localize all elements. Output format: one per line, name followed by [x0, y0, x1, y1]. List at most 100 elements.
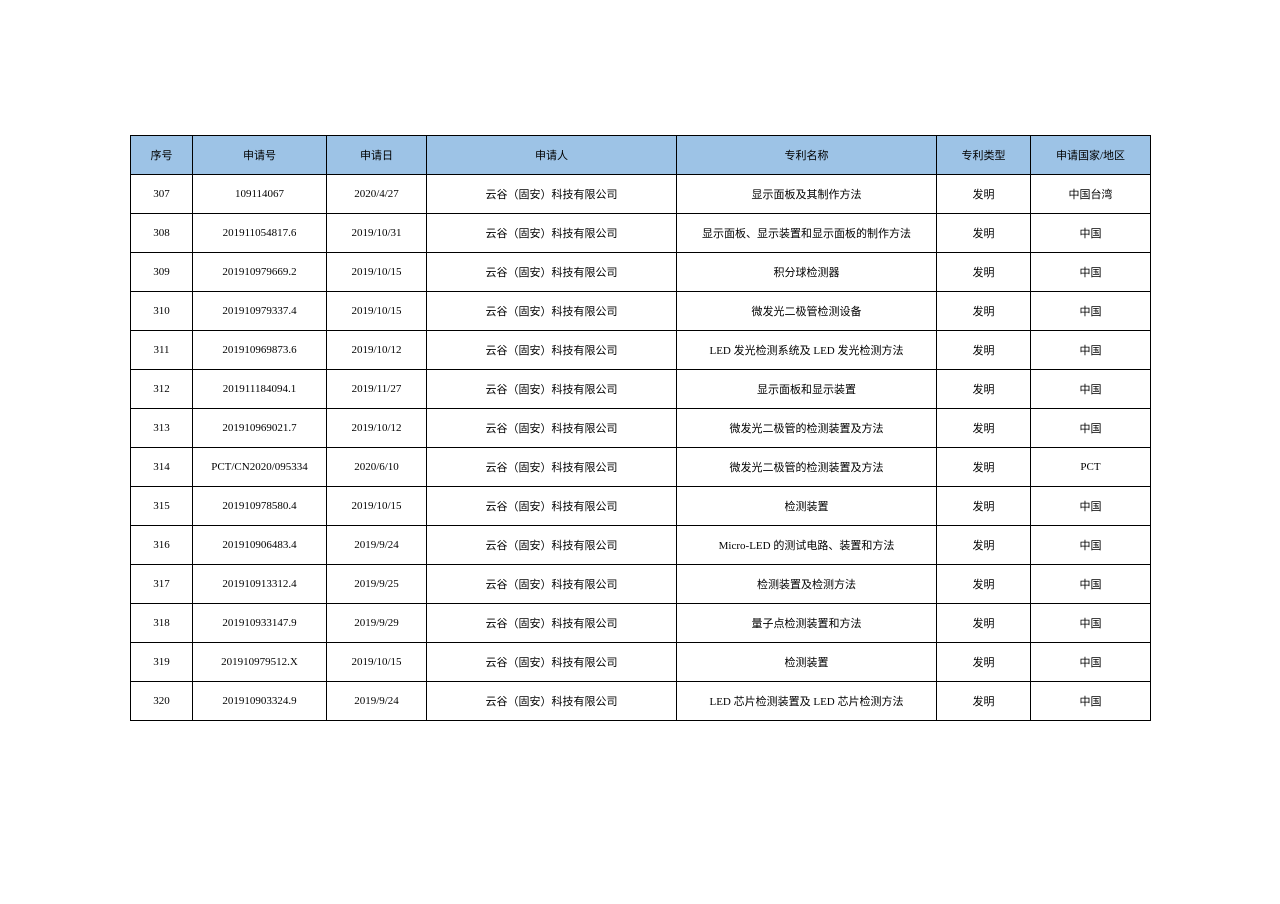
table-cell: 发明: [937, 214, 1031, 253]
table-body: 3071091140672020/4/27云谷（固安）科技有限公司显示面板及其制…: [131, 175, 1151, 721]
table-cell: 201910903324.9: [193, 682, 327, 721]
patent-table-container: 序号 申请号 申请日 申请人 专利名称 专利类型 申请国家/地区 3071091…: [130, 135, 1150, 721]
table-cell: 201910978580.4: [193, 487, 327, 526]
table-cell: 量子点检测装置和方法: [677, 604, 937, 643]
table-row: 311201910969873.62019/10/12云谷（固安）科技有限公司L…: [131, 331, 1151, 370]
table-cell: 311: [131, 331, 193, 370]
table-cell: 307: [131, 175, 193, 214]
table-cell: 中国: [1031, 370, 1151, 409]
table-cell: 显示面板和显示装置: [677, 370, 937, 409]
table-cell: 109114067: [193, 175, 327, 214]
table-cell: 云谷（固安）科技有限公司: [427, 175, 677, 214]
table-cell: 中国: [1031, 214, 1151, 253]
table-cell: 云谷（固安）科技有限公司: [427, 370, 677, 409]
table-row: 317201910913312.42019/9/25云谷（固安）科技有限公司检测…: [131, 565, 1151, 604]
table-cell: 201911184094.1: [193, 370, 327, 409]
table-cell: 201910979337.4: [193, 292, 327, 331]
table-cell: 云谷（固安）科技有限公司: [427, 409, 677, 448]
col-header-title: 专利名称: [677, 136, 937, 175]
table-cell: 发明: [937, 253, 1031, 292]
table-cell: 中国: [1031, 643, 1151, 682]
table-cell: 308: [131, 214, 193, 253]
table-cell: 中国: [1031, 487, 1151, 526]
table-cell: 2019/10/12: [327, 409, 427, 448]
table-cell: 中国: [1031, 682, 1151, 721]
table-cell: LED 芯片检测装置及 LED 芯片检测方法: [677, 682, 937, 721]
table-cell: 2019/9/24: [327, 526, 427, 565]
table-cell: 201910969873.6: [193, 331, 327, 370]
table-cell: 317: [131, 565, 193, 604]
table-cell: 中国: [1031, 526, 1151, 565]
table-cell: 微发光二极管检测设备: [677, 292, 937, 331]
table-cell: 云谷（固安）科技有限公司: [427, 214, 677, 253]
table-row: 320201910903324.92019/9/24云谷（固安）科技有限公司LE…: [131, 682, 1151, 721]
table-cell: 检测装置: [677, 643, 937, 682]
table-cell: 313: [131, 409, 193, 448]
table-cell: 2020/6/10: [327, 448, 427, 487]
table-cell: 云谷（固安）科技有限公司: [427, 253, 677, 292]
table-cell: 309: [131, 253, 193, 292]
table-cell: 2019/9/29: [327, 604, 427, 643]
table-cell: LED 发光检测系统及 LED 发光检测方法: [677, 331, 937, 370]
table-cell: 2019/9/24: [327, 682, 427, 721]
table-cell: 201910906483.4: [193, 526, 327, 565]
table-cell: 发明: [937, 682, 1031, 721]
header-row: 序号 申请号 申请日 申请人 专利名称 专利类型 申请国家/地区: [131, 136, 1151, 175]
table-row: 314PCT/CN2020/0953342020/6/10云谷（固安）科技有限公…: [131, 448, 1151, 487]
table-head: 序号 申请号 申请日 申请人 专利名称 专利类型 申请国家/地区: [131, 136, 1151, 175]
table-cell: 2019/11/27: [327, 370, 427, 409]
col-header-region: 申请国家/地区: [1031, 136, 1151, 175]
table-cell: PCT/CN2020/095334: [193, 448, 327, 487]
table-cell: 201910969021.7: [193, 409, 327, 448]
table-cell: 中国: [1031, 565, 1151, 604]
table-cell: 318: [131, 604, 193, 643]
table-cell: 315: [131, 487, 193, 526]
table-cell: 2019/9/25: [327, 565, 427, 604]
table-cell: 云谷（固安）科技有限公司: [427, 292, 677, 331]
table-cell: 2020/4/27: [327, 175, 427, 214]
table-cell: 320: [131, 682, 193, 721]
table-cell: 检测装置及检测方法: [677, 565, 937, 604]
col-header-appno: 申请号: [193, 136, 327, 175]
table-cell: 发明: [937, 487, 1031, 526]
table-cell: 显示面板、显示装置和显示面板的制作方法: [677, 214, 937, 253]
table-cell: 201910933147.9: [193, 604, 327, 643]
table-cell: 发明: [937, 604, 1031, 643]
table-cell: 中国: [1031, 253, 1151, 292]
table-row: 319201910979512.X2019/10/15云谷（固安）科技有限公司检…: [131, 643, 1151, 682]
table-cell: 发明: [937, 331, 1031, 370]
table-cell: 314: [131, 448, 193, 487]
table-cell: 显示面板及其制作方法: [677, 175, 937, 214]
patent-table: 序号 申请号 申请日 申请人 专利名称 专利类型 申请国家/地区 3071091…: [130, 135, 1151, 721]
col-header-type: 专利类型: [937, 136, 1031, 175]
table-cell: 云谷（固安）科技有限公司: [427, 526, 677, 565]
table-cell: 发明: [937, 526, 1031, 565]
table-cell: 云谷（固安）科技有限公司: [427, 448, 677, 487]
table-cell: 发明: [937, 448, 1031, 487]
table-row: 309201910979669.22019/10/15云谷（固安）科技有限公司积…: [131, 253, 1151, 292]
table-cell: 319: [131, 643, 193, 682]
table-cell: 发明: [937, 565, 1031, 604]
table-cell: 云谷（固安）科技有限公司: [427, 682, 677, 721]
table-cell: 312: [131, 370, 193, 409]
table-cell: 云谷（固安）科技有限公司: [427, 604, 677, 643]
table-row: 3071091140672020/4/27云谷（固安）科技有限公司显示面板及其制…: [131, 175, 1151, 214]
table-cell: 中国台湾: [1031, 175, 1151, 214]
table-cell: 发明: [937, 292, 1031, 331]
table-cell: 中国: [1031, 331, 1151, 370]
table-row: 318201910933147.92019/9/29云谷（固安）科技有限公司量子…: [131, 604, 1151, 643]
table-cell: 201910979512.X: [193, 643, 327, 682]
table-row: 312201911184094.12019/11/27云谷（固安）科技有限公司显…: [131, 370, 1151, 409]
table-row: 313201910969021.72019/10/12云谷（固安）科技有限公司微…: [131, 409, 1151, 448]
table-cell: 2019/10/15: [327, 292, 427, 331]
table-cell: 201911054817.6: [193, 214, 327, 253]
col-header-seq: 序号: [131, 136, 193, 175]
table-row: 316201910906483.42019/9/24云谷（固安）科技有限公司Mi…: [131, 526, 1151, 565]
table-row: 308201911054817.62019/10/31云谷（固安）科技有限公司显…: [131, 214, 1151, 253]
table-cell: PCT: [1031, 448, 1151, 487]
col-header-appdate: 申请日: [327, 136, 427, 175]
table-cell: 2019/10/31: [327, 214, 427, 253]
table-cell: 云谷（固安）科技有限公司: [427, 487, 677, 526]
table-row: 315201910978580.42019/10/15云谷（固安）科技有限公司检…: [131, 487, 1151, 526]
table-cell: 2019/10/15: [327, 253, 427, 292]
